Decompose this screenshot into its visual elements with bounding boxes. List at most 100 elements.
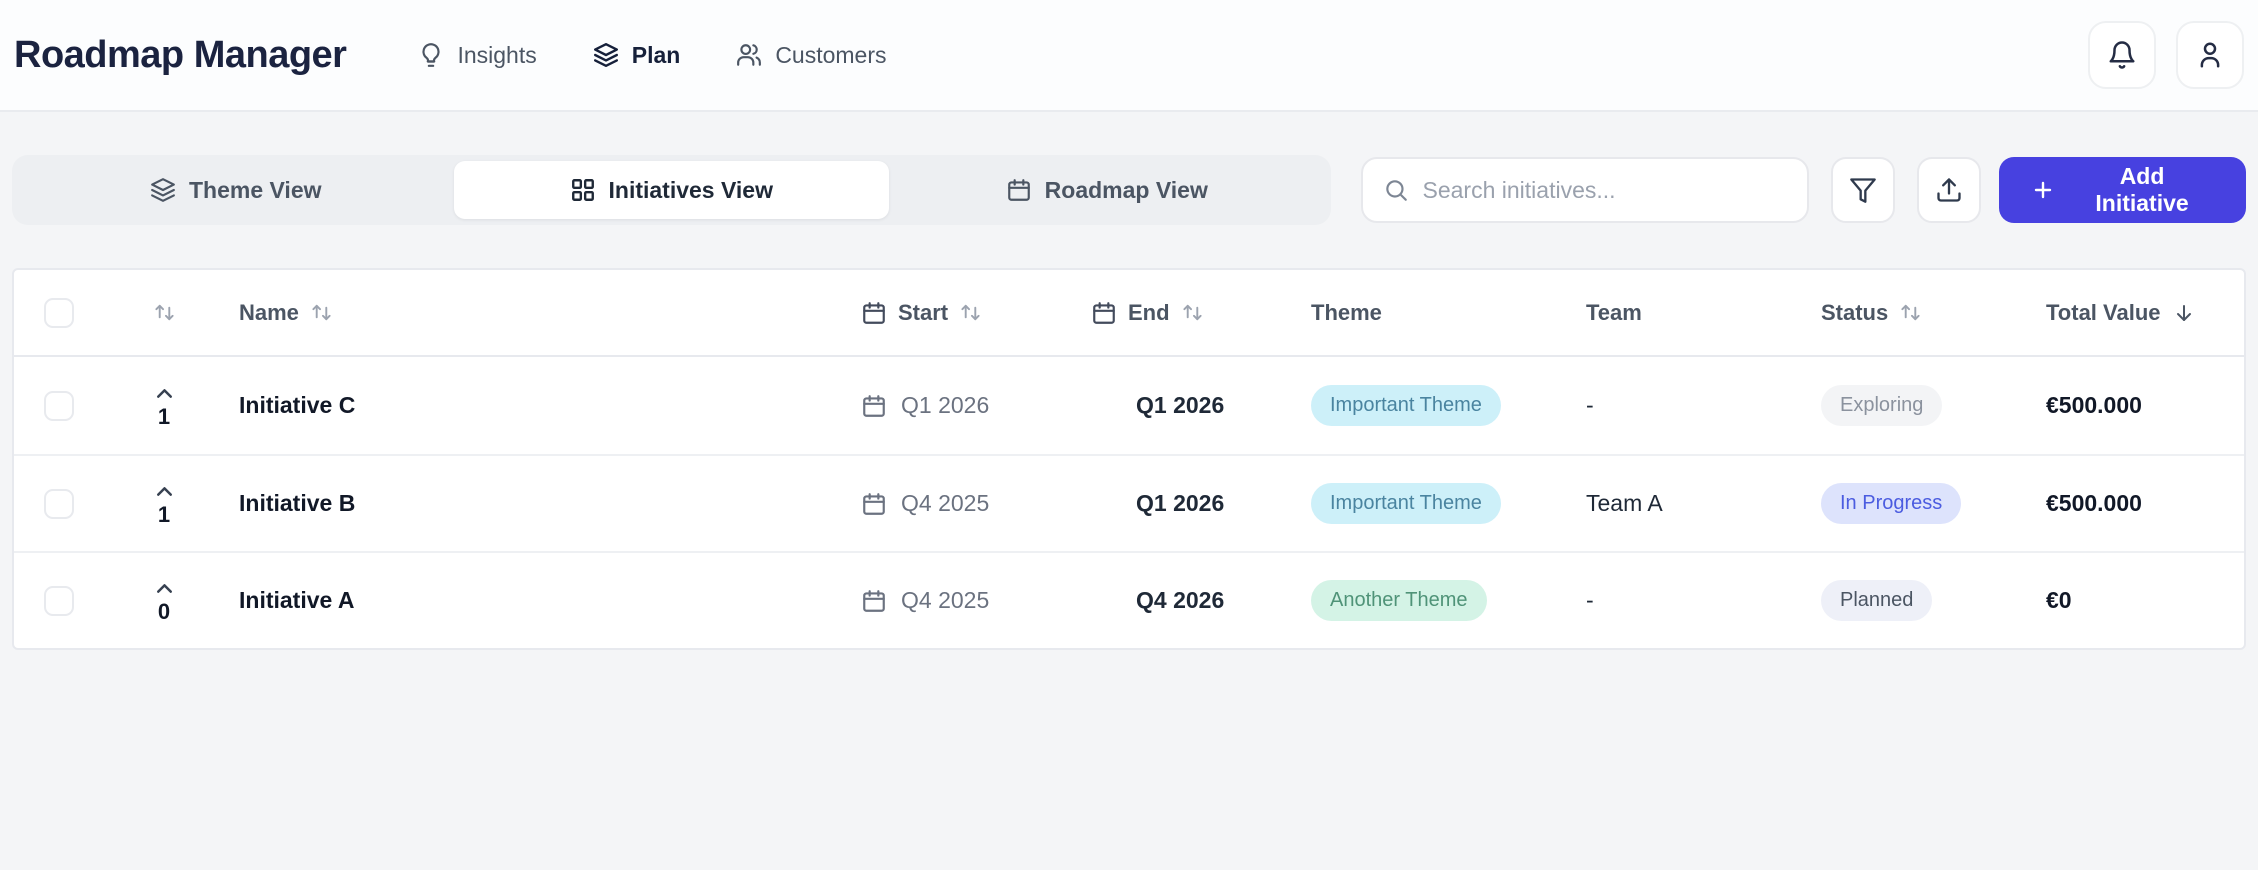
header-team-label: Team xyxy=(1586,299,1642,325)
vote-count: 0 xyxy=(157,599,171,624)
total-value: €0 xyxy=(2046,587,2072,613)
table-row[interactable]: 1 Initiative B Q4 2025 Q1 2026 Important… xyxy=(14,454,2244,551)
export-button[interactable] xyxy=(1917,157,1982,223)
profile-button[interactable] xyxy=(2176,21,2244,89)
add-initiative-label: Add Initiative xyxy=(2095,163,2189,216)
select-all-checkbox[interactable] xyxy=(44,297,74,328)
view-tabs: Theme View Initiatives View Roadmap View xyxy=(12,155,1331,225)
upvote-button[interactable] xyxy=(152,479,177,504)
lightbulb-icon xyxy=(418,42,444,68)
sort-arrows-icon xyxy=(1181,301,1204,324)
tab-roadmap-view[interactable]: Roadmap View xyxy=(889,161,1325,219)
row-theme-cell: Important Theme xyxy=(1299,483,1574,524)
header-total-value[interactable]: Total Value xyxy=(2034,300,2244,326)
row-team-cell: Team A xyxy=(1574,490,1809,517)
row-end-cell: Q1 2026 xyxy=(1079,490,1299,517)
theme-badge: Another Theme xyxy=(1311,580,1487,621)
row-checkbox[interactable] xyxy=(44,390,74,421)
team-name: - xyxy=(1586,392,1594,418)
total-value: €500.000 xyxy=(2046,392,2142,418)
tab-initiatives-view[interactable]: Initiatives View xyxy=(453,161,889,219)
start-quarter: Q1 2026 xyxy=(901,392,990,418)
table-row[interactable]: 1 Initiative C Q1 2026 Q1 2026 Important… xyxy=(14,357,2244,454)
header-name[interactable]: Name xyxy=(214,300,849,326)
sort-desc-icon xyxy=(2172,301,2196,325)
row-start-cell: Q4 2025 xyxy=(849,587,1079,614)
header-end-label: End xyxy=(1128,299,1170,325)
notifications-button[interactable] xyxy=(2088,21,2156,89)
users-icon xyxy=(736,42,762,68)
user-icon xyxy=(2195,40,2225,70)
add-initiative-button[interactable]: Add Initiative xyxy=(1999,157,2247,223)
row-checkbox-cell xyxy=(14,585,114,616)
header-end[interactable]: End xyxy=(1079,300,1299,326)
main-nav: Insights Plan Customers xyxy=(418,42,887,69)
row-votes-cell: 1 xyxy=(114,381,214,430)
upvote-button[interactable] xyxy=(152,381,177,406)
row-team-cell: - xyxy=(1574,392,1809,419)
calendar-icon xyxy=(1091,300,1117,326)
nav-item-insights[interactable]: Insights xyxy=(418,42,537,69)
calendar-icon xyxy=(861,300,887,326)
upvote-button[interactable] xyxy=(152,576,177,601)
row-name-cell: Initiative C xyxy=(214,392,849,419)
row-status-cell: Exploring xyxy=(1809,385,2034,426)
layers-icon xyxy=(150,177,176,203)
header-status[interactable]: Status xyxy=(1809,300,2034,326)
sort-arrows-icon xyxy=(153,301,176,324)
nav-item-plan[interactable]: Plan xyxy=(593,42,680,69)
toolbar: Theme View Initiatives View Roadmap View xyxy=(12,155,2247,225)
initiative-name: Initiative B xyxy=(239,490,356,516)
vote-count: 1 xyxy=(157,404,171,429)
header-name-label: Name xyxy=(239,299,299,325)
tab-label: Roadmap View xyxy=(1044,176,1208,203)
row-status-cell: Planned xyxy=(1809,580,2034,621)
status-badge: Exploring xyxy=(1821,385,1943,426)
row-total-value-cell: €500.000 xyxy=(2034,392,2244,419)
row-team-cell: - xyxy=(1574,587,1809,614)
sort-arrows-icon xyxy=(310,301,333,324)
calendar-icon xyxy=(861,588,887,614)
row-theme-cell: Another Theme xyxy=(1299,580,1574,621)
search-input[interactable] xyxy=(1422,176,1788,204)
tab-theme-view[interactable]: Theme View xyxy=(18,161,454,219)
row-end-cell: Q4 2026 xyxy=(1079,587,1299,614)
header-start[interactable]: Start xyxy=(849,300,1079,326)
search-icon xyxy=(1383,177,1409,203)
status-badge: In Progress xyxy=(1821,483,1962,524)
initiative-name: Initiative C xyxy=(239,392,356,418)
initiatives-table: Name Start End Theme xyxy=(12,268,2246,650)
nav-item-customers[interactable]: Customers xyxy=(736,42,887,69)
row-checkbox[interactable] xyxy=(44,585,74,616)
row-status-cell: In Progress xyxy=(1809,483,2034,524)
grid-icon xyxy=(570,177,596,203)
end-quarter: Q4 2026 xyxy=(1136,587,1225,613)
header-start-label: Start xyxy=(898,299,949,325)
vote-count: 1 xyxy=(157,502,171,527)
header-theme-label: Theme xyxy=(1311,299,1382,325)
end-quarter: Q1 2026 xyxy=(1136,490,1225,516)
table-row[interactable]: 0 Initiative A Q4 2025 Q4 2026 Another T… xyxy=(14,551,2244,648)
filter-button[interactable] xyxy=(1831,157,1896,223)
row-end-cell: Q1 2026 xyxy=(1079,392,1299,419)
team-name: - xyxy=(1586,587,1594,613)
row-start-cell: Q4 2025 xyxy=(849,490,1079,517)
filter-icon xyxy=(1849,176,1877,204)
table-header-row: Name Start End Theme xyxy=(14,270,2244,357)
upload-icon xyxy=(1935,176,1963,204)
sort-arrows-icon xyxy=(1899,301,1922,324)
row-total-value-cell: €0 xyxy=(2034,587,2244,614)
header-status-label: Status xyxy=(1821,299,1889,325)
row-start-cell: Q1 2026 xyxy=(849,392,1079,419)
team-name: Team A xyxy=(1586,490,1663,516)
header-team: Team xyxy=(1574,300,1809,326)
start-quarter: Q4 2025 xyxy=(901,490,990,516)
row-votes-cell: 0 xyxy=(114,576,214,625)
app-title: Roadmap Manager xyxy=(14,33,347,76)
total-value: €500.000 xyxy=(2046,490,2142,516)
header-votes-sort[interactable] xyxy=(114,301,214,324)
row-checkbox[interactable] xyxy=(44,488,74,519)
tab-label: Initiatives View xyxy=(608,176,773,203)
row-votes-cell: 1 xyxy=(114,479,214,528)
row-total-value-cell: €500.000 xyxy=(2034,490,2244,517)
